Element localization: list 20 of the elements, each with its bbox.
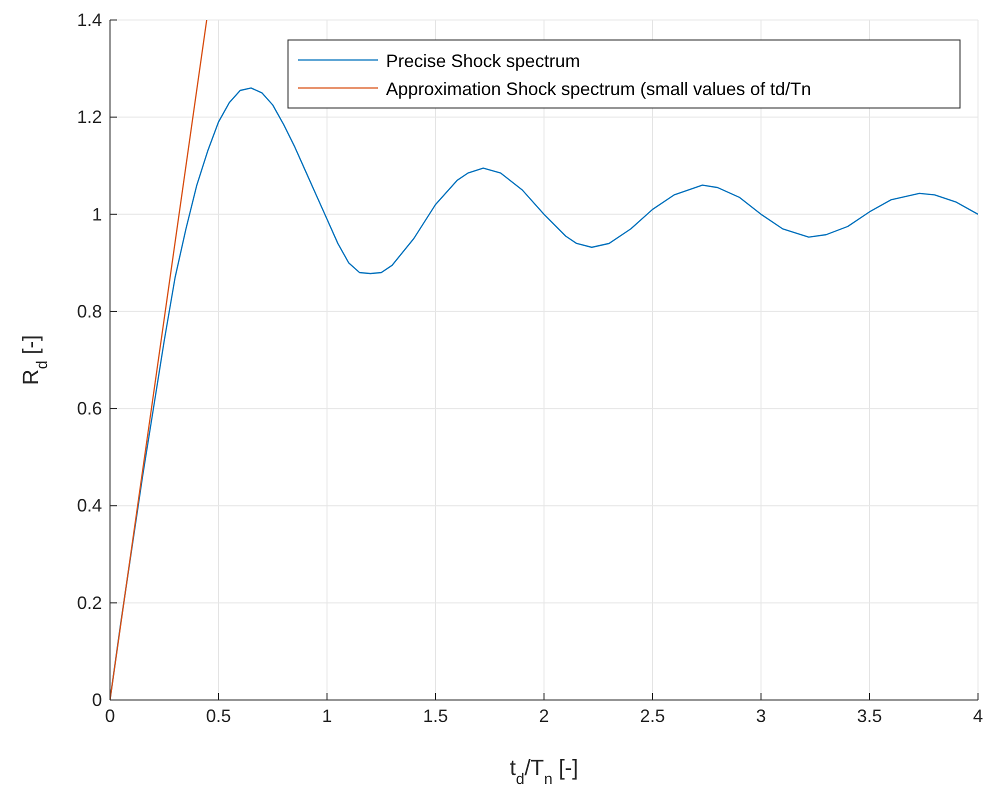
y-tick-label: 0.4 <box>76 496 102 516</box>
x-tick-label: 1 <box>322 706 332 726</box>
y-tick-label: 0.8 <box>76 301 102 322</box>
y-tick-label: 1.2 <box>76 107 102 128</box>
y-tick-label: 0 <box>92 690 102 710</box>
y-tick-label: 0.6 <box>76 398 102 419</box>
y-tick-label: 0.2 <box>76 592 102 613</box>
x-tick-label: 3.5 <box>856 706 882 726</box>
y-tick-label: 1.4 <box>76 10 102 30</box>
x-tick-label: 2.5 <box>640 706 666 726</box>
legend-label: Precise Shock spectrum <box>386 51 580 71</box>
x-tick-label: 1.5 <box>422 706 448 726</box>
x-tick-label: 3 <box>756 706 766 726</box>
x-tick-label: 2 <box>538 706 550 726</box>
x-tick-label: 0 <box>104 706 116 726</box>
x-tick-label: 0.5 <box>206 706 232 726</box>
legend-label: Approximation Shock spectrum (small values of td/Tn <box>386 79 812 99</box>
y-tick-label: 1 <box>92 204 102 224</box>
x-tick-label: 4 <box>972 706 984 726</box>
x-axis-title: t$_{d}$/T$_{n}$ [-] <box>510 755 578 788</box>
